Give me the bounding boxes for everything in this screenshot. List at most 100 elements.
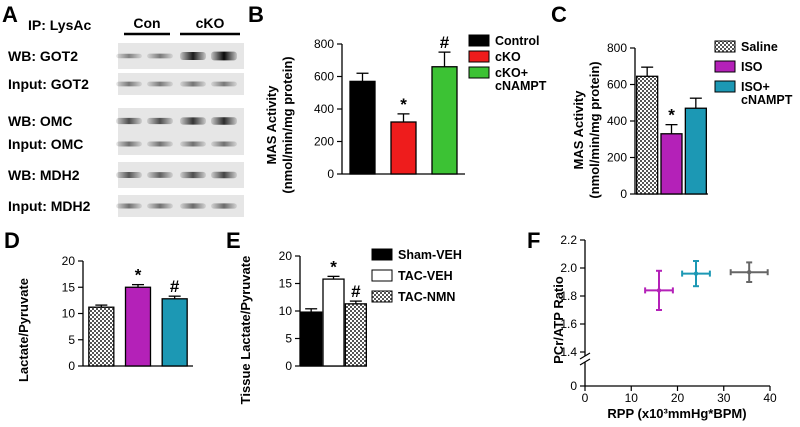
panel-f-plot: 0 1.4 1.6 1.8 2.0 2.2 0 10 20 30 40 bbox=[560, 233, 777, 405]
bar bbox=[322, 278, 345, 367]
scatter-point bbox=[746, 270, 752, 275]
panel-c-ylabel: MAS Activity bbox=[571, 90, 586, 170]
blot-band bbox=[180, 141, 206, 147]
bar bbox=[161, 298, 188, 367]
blot-band bbox=[116, 203, 142, 209]
y-tick-label: 15 bbox=[62, 280, 76, 294]
panel-e-legend: Sham-VEH TAC-VEH TAC-NMN bbox=[371, 248, 462, 304]
panel-d-ylabel: Lactate/Pyruvate bbox=[16, 278, 31, 382]
scatter-point bbox=[656, 288, 662, 293]
blot-band bbox=[180, 171, 206, 179]
panel-e-ylabel: Tissue Lactate/Pyruvate bbox=[238, 256, 253, 405]
panel-c-plot: 0 200 400 600 800 * bbox=[607, 41, 708, 201]
panel-d-plot: 0 5 10 15 20 * # bbox=[62, 254, 193, 373]
panel-f-letter: F bbox=[527, 228, 540, 253]
panel-f-ylabel: PCr/ATP Ratio bbox=[551, 276, 566, 364]
legend-swatch bbox=[468, 66, 490, 79]
blot-label: Input: MDH2 bbox=[8, 198, 91, 214]
ip-label: IP: LysAc bbox=[28, 17, 91, 33]
legend-label: TAC-NMN bbox=[398, 290, 455, 304]
blot-band bbox=[147, 141, 173, 147]
legend-swatch bbox=[714, 40, 736, 53]
y-tick-label: 400 bbox=[607, 114, 627, 128]
panel-c-letter: C bbox=[551, 2, 567, 27]
panel-b-ylabel-units: (nmol/min/mg protein) bbox=[280, 56, 295, 193]
y-tick-label: 10 bbox=[62, 307, 76, 321]
panel-e: E Tissue Lactate/Pyruvate 0 5 10 15 20 * # Sha… bbox=[226, 228, 462, 404]
legend-label: cKO bbox=[495, 50, 521, 64]
legend-swatch bbox=[468, 34, 490, 47]
y-tick-label: 600 bbox=[607, 78, 627, 92]
legend-label: cKO+ bbox=[495, 66, 528, 80]
blot-label: Input: GOT2 bbox=[8, 76, 89, 92]
legend-swatch bbox=[371, 248, 393, 261]
blot-band bbox=[211, 141, 237, 147]
bar bbox=[349, 80, 376, 175]
panel-d: D Lactate/Pyruvate 0 5 10 15 20 * # bbox=[4, 228, 193, 382]
y-tick-label: 800 bbox=[314, 37, 334, 51]
significance-mark: # bbox=[351, 282, 361, 301]
blot-band bbox=[116, 81, 142, 87]
bar bbox=[88, 306, 115, 367]
y-tick-label: 400 bbox=[314, 102, 334, 116]
significance-mark: * bbox=[330, 257, 337, 276]
y-tick-label: 200 bbox=[607, 151, 627, 165]
y-tick-label: 0 bbox=[620, 187, 627, 201]
blot-band bbox=[211, 81, 237, 87]
y-tick-label: 200 bbox=[314, 135, 334, 149]
y-tick-label: 0 bbox=[570, 379, 577, 393]
x-tick-label: 10 bbox=[625, 391, 639, 405]
bar bbox=[660, 133, 683, 195]
blot-band bbox=[147, 172, 173, 178]
legend-label: cNAMPT bbox=[741, 93, 793, 107]
blot-rows: WB: GOT2 Input: GOT2 WB: OMC Input: OMC WB: … bbox=[8, 43, 244, 217]
y-tick-label: 1.8 bbox=[560, 289, 577, 303]
y-tick-label: 20 bbox=[279, 249, 293, 263]
legend-swatch bbox=[468, 50, 490, 63]
panel-c: C MAS Activity (nmol/min/mg protein) 0 20… bbox=[551, 2, 793, 201]
legend-label: ISO bbox=[741, 60, 763, 74]
blot-band bbox=[180, 51, 206, 61]
x-tick-label: 30 bbox=[717, 391, 731, 405]
significance-mark: * bbox=[135, 266, 142, 285]
bar bbox=[344, 303, 367, 367]
bar bbox=[390, 121, 417, 175]
scatter-point bbox=[693, 271, 699, 276]
blot-band bbox=[116, 53, 142, 59]
legend-swatch bbox=[371, 269, 393, 282]
significance-mark: # bbox=[440, 33, 450, 52]
blot-band bbox=[116, 141, 142, 147]
significance-mark: * bbox=[668, 106, 675, 125]
y-tick-label: 2.0 bbox=[560, 261, 577, 275]
blot-label: Input: OMC bbox=[8, 136, 83, 152]
blot-band bbox=[147, 81, 173, 87]
legend-label: Saline bbox=[741, 40, 778, 54]
blot-band bbox=[147, 117, 173, 125]
legend-swatch bbox=[714, 80, 736, 93]
panel-b-ylabel: MAS Activity bbox=[264, 85, 279, 165]
y-tick-label: 1.4 bbox=[560, 345, 577, 359]
blot-band bbox=[147, 203, 173, 209]
panel-b-legend: Control cKO cKO+cNAMPT bbox=[468, 34, 547, 93]
x-tick-label: 40 bbox=[763, 391, 777, 405]
y-tick-label: 0 bbox=[327, 167, 334, 181]
axis-break-mark bbox=[579, 352, 591, 360]
bar bbox=[124, 286, 152, 367]
panel-b-plot: 0 200 400 600 800 * # bbox=[314, 33, 465, 181]
blot-band bbox=[211, 203, 237, 209]
blot-band bbox=[211, 171, 237, 179]
bar bbox=[431, 66, 458, 175]
panel-b: B MAS Activity (nmol/min/mg protein) 0 20… bbox=[248, 2, 547, 194]
legend-label: cNAMPT bbox=[495, 79, 547, 93]
y-tick-label: 0 bbox=[68, 359, 75, 373]
panel-e-plot: 0 5 10 15 20 * # bbox=[279, 249, 367, 373]
blot-band bbox=[180, 117, 206, 125]
bar bbox=[684, 107, 707, 195]
x-tick-label: 20 bbox=[671, 391, 685, 405]
y-tick-label: 2.2 bbox=[560, 233, 577, 247]
y-tick-label: 800 bbox=[607, 41, 627, 55]
panel-c-legend: Saline ISO ISO+cNAMPT bbox=[714, 40, 793, 107]
axis-break-mark bbox=[579, 358, 591, 366]
